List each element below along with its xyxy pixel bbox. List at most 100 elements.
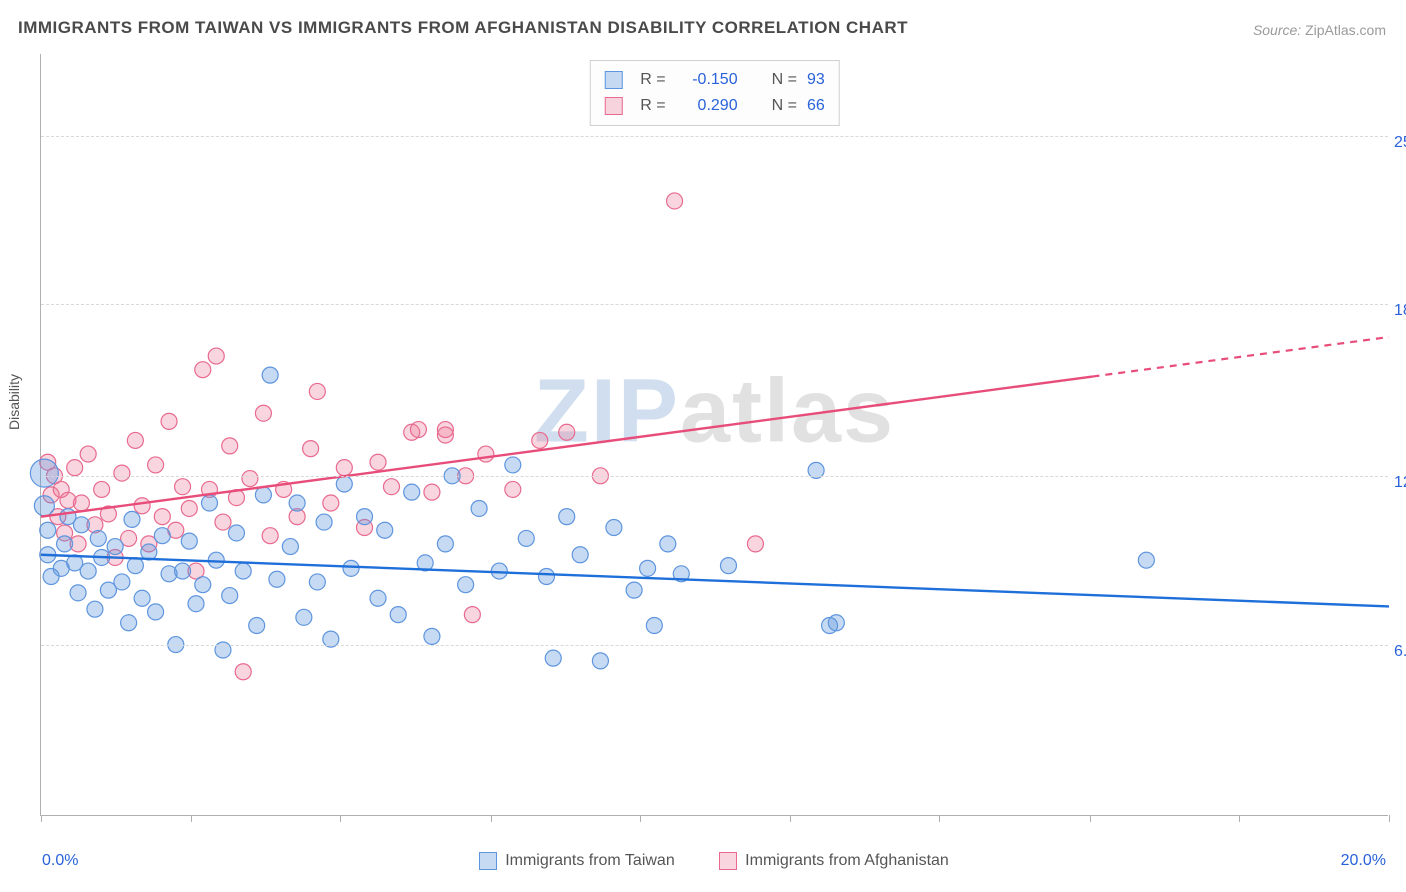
series1-point (269, 571, 285, 587)
series1-point (235, 563, 251, 579)
series1-point (592, 653, 608, 669)
series2-point (505, 481, 521, 497)
x-tick (191, 815, 192, 822)
x-tick (1239, 815, 1240, 822)
series2-point (303, 441, 319, 457)
series1-point (262, 367, 278, 383)
series1-point (228, 525, 244, 541)
legend-swatch-icon (719, 852, 737, 870)
x-tick (491, 815, 492, 822)
series2-point (67, 460, 83, 476)
legend-item-series2: Immigrants from Afghanistan (719, 852, 949, 870)
y-tick-label: 18.8% (1394, 302, 1406, 320)
series2-point (127, 432, 143, 448)
series1-point (518, 530, 534, 546)
series1-point (390, 607, 406, 623)
series1-point (343, 560, 359, 576)
x-tick (939, 815, 940, 822)
series2-point (309, 383, 325, 399)
series2-point (323, 495, 339, 511)
series1-point (73, 517, 89, 533)
series1-point (572, 547, 588, 563)
series2-point (336, 460, 352, 476)
series1-point (640, 560, 656, 576)
series2-point (464, 607, 480, 623)
series2-point (154, 509, 170, 525)
series1-point (336, 476, 352, 492)
series1-point (90, 530, 106, 546)
series2-point (148, 457, 164, 473)
x-axis-max-label: 20.0% (1341, 852, 1386, 870)
series-legend: Immigrants from Taiwan Immigrants from A… (40, 852, 1388, 875)
series2-point (73, 495, 89, 511)
series1-point (175, 563, 191, 579)
series1-point (148, 604, 164, 620)
gridline (41, 645, 1388, 646)
series2-point (370, 454, 386, 470)
x-tick (41, 815, 42, 822)
chart-title: IMMIGRANTS FROM TAIWAN VS IMMIGRANTS FRO… (18, 18, 908, 38)
series1-point (404, 484, 420, 500)
series1-point (309, 574, 325, 590)
series1-point (370, 590, 386, 606)
legend-item-series1: Immigrants from Taiwan (479, 852, 675, 870)
series2-point (134, 498, 150, 514)
legend-label: Immigrants from Afghanistan (745, 852, 949, 870)
series1-point (202, 495, 218, 511)
series1-point (316, 514, 332, 530)
series1-point (195, 577, 211, 593)
series2-point (532, 432, 548, 448)
y-tick-label: 6.3% (1394, 643, 1406, 661)
x-tick (790, 815, 791, 822)
series1-point (107, 539, 123, 555)
x-tick (640, 815, 641, 822)
series1-point (114, 574, 130, 590)
series2-point (181, 500, 197, 516)
series1-point (70, 585, 86, 601)
series1-point (57, 536, 73, 552)
series1-point (121, 615, 137, 631)
series2-point (262, 528, 278, 544)
series1-point (505, 457, 521, 473)
series2-point (175, 479, 191, 495)
series1-point (124, 511, 140, 527)
source-attribution: Source: ZipAtlas.com (1253, 22, 1386, 38)
series1-point (30, 459, 58, 487)
series2-point (437, 422, 453, 438)
y-tick-label: 12.5% (1394, 474, 1406, 492)
series2-point (195, 362, 211, 378)
legend-label: Immigrants from Taiwan (505, 852, 675, 870)
series1-point (249, 618, 265, 634)
series1-point (646, 618, 662, 634)
series1-point (40, 522, 56, 538)
series1-point (828, 615, 844, 631)
series1-point (181, 533, 197, 549)
series1-point (626, 582, 642, 598)
series1-point (289, 495, 305, 511)
series2-point (215, 514, 231, 530)
series2-point (94, 481, 110, 497)
series1-point (606, 520, 622, 536)
series1-point (282, 539, 298, 555)
series1-point (660, 536, 676, 552)
series1-point (377, 522, 393, 538)
series2-point (208, 348, 224, 364)
series1-point (357, 509, 373, 525)
series2-point (424, 484, 440, 500)
series2-point (161, 413, 177, 429)
series2-point (478, 446, 494, 462)
series2-point (410, 422, 426, 438)
series2-point (114, 465, 130, 481)
series1-point (188, 596, 204, 612)
x-tick (1090, 815, 1091, 822)
x-tick (1389, 815, 1390, 822)
y-tick-label: 25.0% (1394, 134, 1406, 152)
scatter-plot-area: ZIPatlas R = -0.150 N = 93 R = 0.290 N =… (40, 54, 1388, 816)
series2-point (222, 438, 238, 454)
gridline (41, 476, 1388, 477)
y-axis-label: Disability (6, 374, 22, 430)
series1-point (1138, 552, 1154, 568)
series2-point (242, 471, 258, 487)
series2-trendline-extrapolated (1092, 337, 1389, 377)
x-tick (340, 815, 341, 822)
